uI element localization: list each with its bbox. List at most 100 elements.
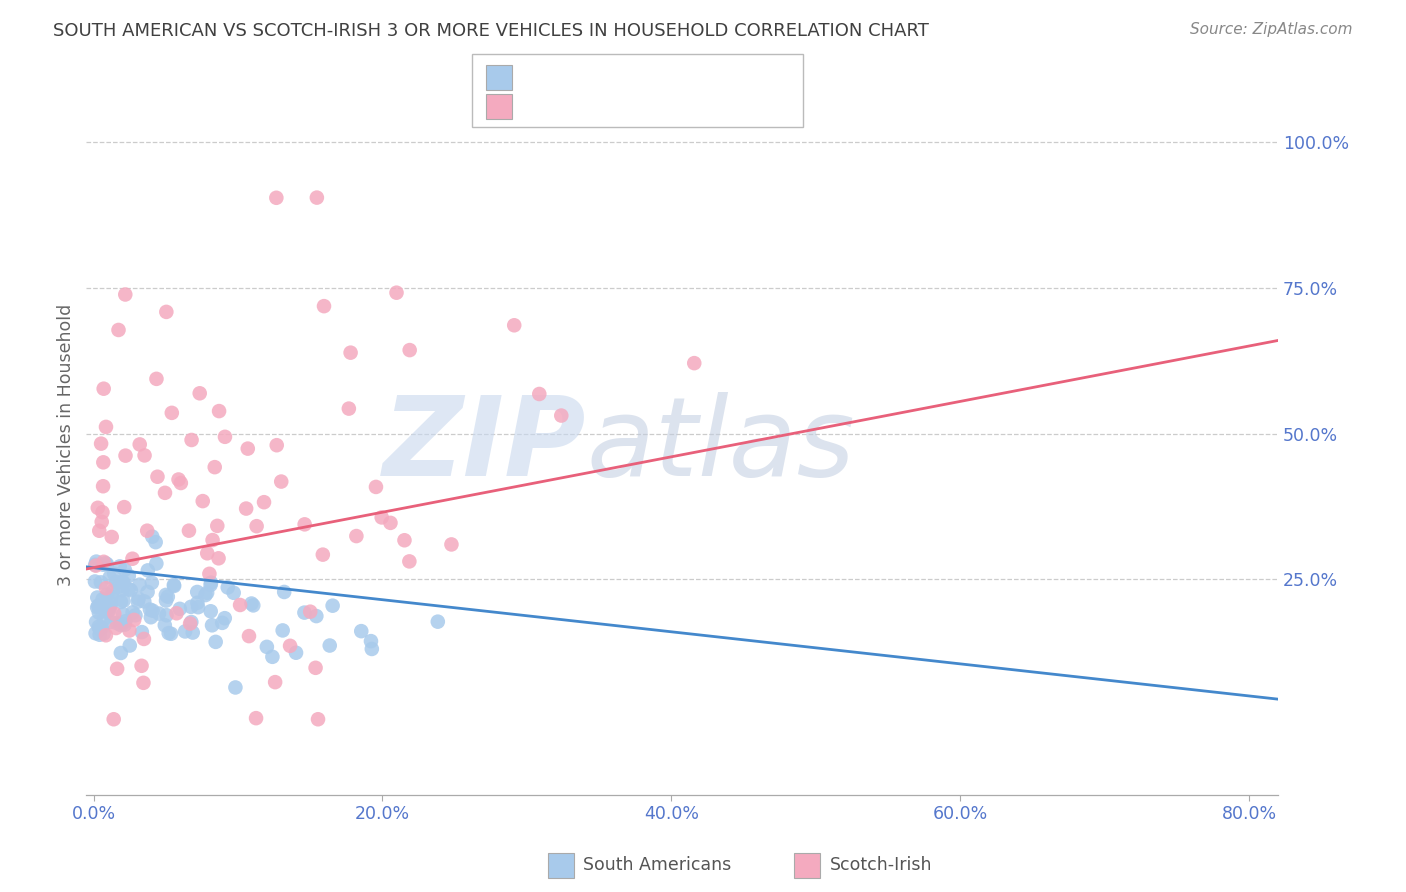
Point (121, 606, 143, 620)
Point (304, 661, 326, 675)
Text: R =: R = (523, 69, 564, 87)
Point (195, 586, 218, 600)
Point (108, 559, 131, 574)
Y-axis label: 3 or more Vehicles in Household: 3 or more Vehicles in Household (58, 304, 75, 586)
Point (86, 591, 108, 605)
Point (89, 524, 111, 538)
Point (207, 551, 229, 566)
Point (84, 558, 107, 572)
Point (93, 382, 115, 396)
Point (214, 611, 236, 625)
Point (163, 579, 186, 593)
Point (246, 519, 269, 533)
Point (305, 609, 328, 624)
Point (128, 437, 150, 451)
Point (207, 519, 229, 533)
Point (398, 343, 420, 357)
Point (398, 554, 420, 568)
Point (86, 600, 108, 615)
Point (145, 372, 167, 386)
Point (294, 517, 316, 532)
Text: 113: 113 (678, 69, 716, 87)
Point (299, 605, 322, 619)
Point (166, 607, 188, 621)
Point (180, 433, 202, 447)
Point (97, 599, 120, 613)
Point (200, 578, 222, 592)
Point (105, 616, 128, 631)
Point (503, 318, 526, 333)
Point (91, 479, 114, 493)
Point (96, 588, 118, 602)
Point (139, 610, 162, 624)
Point (174, 624, 197, 639)
Point (211, 615, 233, 630)
Point (100, 615, 122, 629)
Point (529, 387, 551, 401)
Text: South Americans: South Americans (583, 856, 731, 874)
Point (94, 600, 117, 615)
Point (121, 551, 143, 566)
Point (222, 586, 245, 600)
Point (278, 639, 301, 653)
Point (146, 469, 169, 483)
Point (98, 602, 121, 616)
Point (117, 582, 139, 597)
Point (132, 632, 155, 646)
Point (84, 626, 107, 640)
Point (114, 449, 136, 463)
Point (103, 607, 125, 621)
Point (238, 629, 260, 643)
Point (339, 345, 361, 359)
Point (394, 533, 416, 548)
Text: ZIP: ZIP (384, 392, 586, 499)
Point (84, 615, 107, 629)
Point (96, 605, 118, 619)
Point (107, 323, 129, 337)
Point (426, 615, 449, 629)
Point (187, 600, 209, 615)
Point (112, 500, 135, 515)
Point (155, 588, 177, 602)
Text: SOUTH AMERICAN VS SCOTCH-IRISH 3 OR MORE VEHICLES IN HOUSEHOLD CORRELATION CHART: SOUTH AMERICAN VS SCOTCH-IRISH 3 OR MORE… (53, 22, 929, 40)
Point (91, 505, 114, 519)
Point (87, 599, 110, 613)
Point (110, 618, 132, 632)
Point (134, 449, 156, 463)
Point (84, 574, 107, 589)
Point (242, 599, 264, 613)
Point (114, 617, 136, 632)
Point (191, 494, 214, 508)
Point (118, 569, 141, 583)
Point (170, 476, 193, 491)
Point (112, 575, 135, 590)
Point (194, 588, 217, 602)
Point (122, 613, 145, 627)
Point (204, 635, 226, 649)
Point (180, 599, 202, 614)
Point (98, 570, 121, 584)
Point (256, 640, 278, 654)
Point (84, 558, 107, 573)
Text: -0.411: -0.411 (562, 69, 627, 87)
Point (93, 626, 115, 640)
Point (322, 599, 344, 613)
Point (229, 598, 252, 612)
Point (131, 658, 153, 673)
Point (385, 285, 408, 300)
Point (132, 676, 155, 690)
Text: Scotch-Irish: Scotch-Irish (830, 856, 932, 874)
Point (114, 615, 136, 629)
Point (114, 287, 136, 301)
Point (87, 500, 110, 515)
Point (105, 574, 128, 589)
Point (683, 356, 706, 370)
Text: Source: ZipAtlas.com: Source: ZipAtlas.com (1189, 22, 1353, 37)
Point (350, 624, 373, 639)
Point (128, 577, 150, 591)
Point (155, 593, 177, 607)
Point (186, 596, 208, 610)
Point (112, 607, 135, 622)
Point (153, 618, 176, 632)
Point (214, 430, 236, 444)
